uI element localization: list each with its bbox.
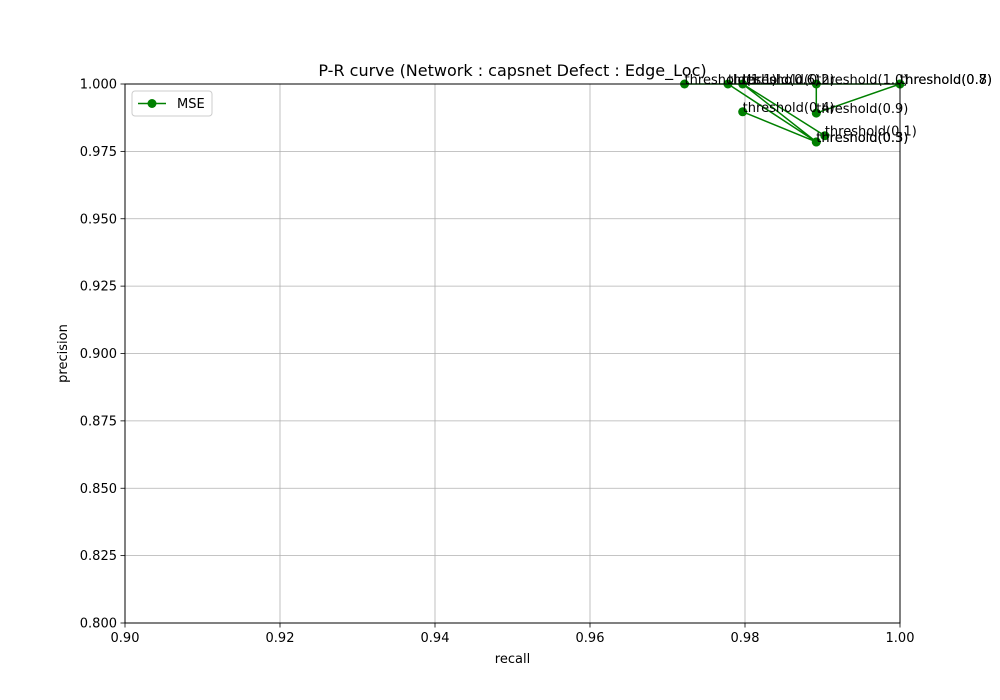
x-axis-label: recall <box>495 652 530 667</box>
y-tick-label: 0.950 <box>80 212 117 227</box>
chart-title: P-R curve (Network : capsnet Defect : Ed… <box>318 61 706 81</box>
x-tick-layer: 0.90 0.92 0.94 0.96 0.98 1.00 <box>111 623 915 646</box>
data-point-label: threshold(0.2) <box>743 73 835 88</box>
data-point-label: threshold(0.6) <box>728 73 820 88</box>
data-point-label: threshold(1.1) <box>685 73 777 88</box>
x-tick-label: 0.98 <box>731 631 760 646</box>
data-point-label: threshold(0.1) <box>825 125 917 140</box>
data-point-label: threshold(0.9) <box>816 102 908 117</box>
data-point-label: threshold(0.3) <box>816 131 908 146</box>
y-tick-label: 0.975 <box>80 145 117 160</box>
x-tick-label: 0.90 <box>111 631 140 646</box>
data-point <box>738 107 748 117</box>
y-tick-label: 0.925 <box>80 280 117 295</box>
legend-marker-mse <box>147 99 157 108</box>
legend-label-mse: MSE <box>177 97 205 112</box>
y-tick-label: 1.000 <box>80 78 117 93</box>
data-point-label: threshold(0.8) <box>900 73 992 88</box>
data-point-label: threshold(1.0) <box>816 73 908 88</box>
data-point <box>811 108 821 118</box>
x-tick-label: 0.92 <box>266 631 295 646</box>
x-tick-label: 0.94 <box>421 631 450 646</box>
y-tick-label: 0.850 <box>80 482 117 497</box>
x-tick-label: 1.00 <box>886 631 915 646</box>
data-point-label: threshold(0.4) <box>743 101 835 116</box>
data-point <box>820 131 830 141</box>
y-tick-label: 0.875 <box>80 414 117 429</box>
data-point-label: threshold(0.5) <box>816 131 908 146</box>
series-line-mse <box>684 83 901 143</box>
y-tick-label: 0.900 <box>80 347 117 362</box>
y-tick-layer: 0.800 0.825 0.850 0.875 0.900 0.925 0.950 0.975… <box>80 78 125 632</box>
x-tick-label: 0.96 <box>576 631 605 646</box>
y-axis-label: precision <box>56 324 71 383</box>
y-tick-label: 0.800 <box>80 617 117 632</box>
legend: MSE <box>131 90 213 117</box>
data-point <box>811 137 821 147</box>
data-point-label: threshold(0.7) <box>900 73 992 88</box>
point-label-layer: threshold(0.1)threshold(0.2)threshold(0.… <box>685 73 992 146</box>
legend-box <box>131 90 213 117</box>
y-tick-label: 0.825 <box>80 549 117 564</box>
